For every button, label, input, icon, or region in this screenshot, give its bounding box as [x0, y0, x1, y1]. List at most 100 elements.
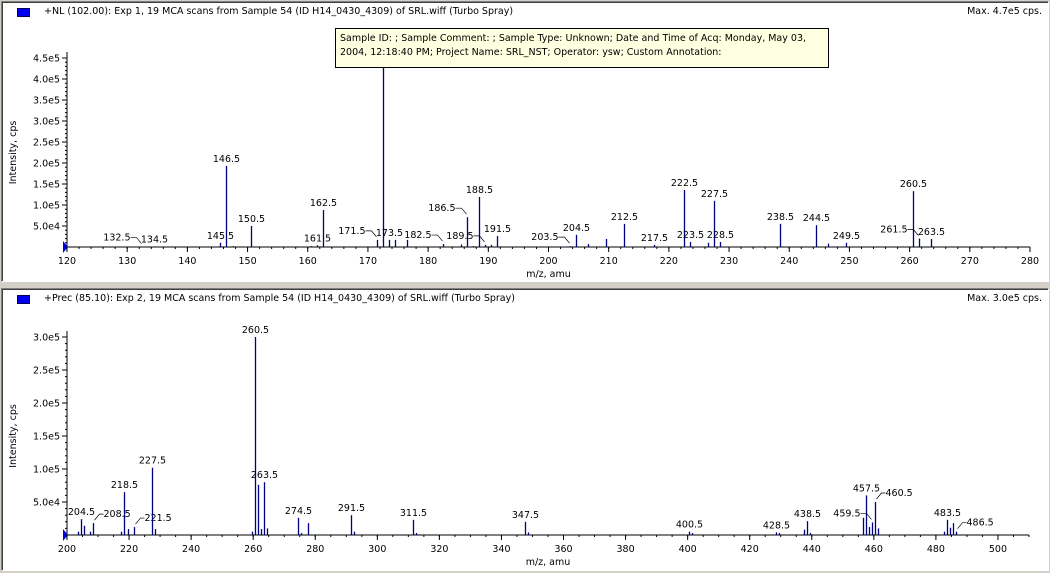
- label-leader: [907, 229, 919, 236]
- x-tick-label: 440: [803, 544, 821, 555]
- y-tick-label: 1.5e5: [33, 180, 60, 191]
- x-tick-label: 260: [244, 544, 262, 555]
- label-leader: [135, 517, 145, 525]
- x-tick-label: 200: [58, 544, 76, 555]
- label-leader: [365, 230, 377, 238]
- y-tick-label: 4.0e5: [33, 75, 60, 86]
- peak-label: 145.5: [207, 231, 234, 242]
- x-tick-label: 460: [865, 544, 883, 555]
- spectrum-panel-nl[interactable]: +NL (102.00): Exp 1, 19 MCA scans from S…: [1, 1, 1049, 282]
- y-tick-label: 3.0e5: [33, 333, 60, 344]
- x-tick-label: 150: [238, 256, 256, 267]
- peak-label: 161.5: [304, 233, 331, 244]
- y-tick-label: 1.5e5: [33, 432, 60, 443]
- peak-label: 291.5: [338, 503, 365, 514]
- x-tick-label: 500: [989, 544, 1007, 555]
- y-tick-label: 5.0e4: [33, 222, 60, 233]
- peak-label: 217.5: [641, 233, 668, 244]
- peak-label: 483.5: [934, 508, 961, 519]
- x-tick-label: 180: [419, 256, 437, 267]
- peak-label: 260.5: [242, 325, 269, 336]
- y-tick-label: 1.0e5: [33, 201, 60, 212]
- peak-label: 274.5: [285, 506, 312, 517]
- y-tick-label: 3.5e5: [33, 96, 60, 107]
- peak-label: 486.5: [967, 518, 994, 529]
- tooltip-line-1: Sample ID: ; Sample Comment: ; Sample Ty…: [340, 33, 807, 44]
- x-tick-label: 340: [492, 544, 510, 555]
- peak-label: 204.5: [68, 507, 95, 518]
- label-leader: [860, 513, 872, 520]
- panel-title: +Prec (85.10): Exp 2, 19 MCA scans from …: [44, 293, 515, 304]
- peak-label: 186.5: [428, 203, 455, 214]
- y-tick-label: 2.5e5: [33, 138, 60, 149]
- peak-label: 191.5: [484, 224, 511, 235]
- label-leader: [957, 522, 967, 529]
- max-intensity-label: Max. 4.7e5 cps.: [967, 6, 1042, 17]
- x-tick-label: 220: [120, 544, 138, 555]
- x-tick-label: 280: [1021, 256, 1039, 267]
- peak-label: 162.5: [310, 198, 337, 209]
- peak-label: 428.5: [763, 520, 790, 531]
- x-tick-label: 240: [780, 256, 798, 267]
- x-tick-label: 130: [118, 256, 136, 267]
- peak-label: 189.5: [446, 231, 473, 242]
- blue-square-legend-icon: [17, 8, 30, 17]
- peak-label: 460.5: [886, 488, 913, 499]
- y-tick-label: 2.5e5: [33, 366, 60, 377]
- x-tick-label: 160: [299, 256, 317, 267]
- peak-label: 223.5: [677, 230, 704, 241]
- peak-label: 204.5: [563, 223, 590, 234]
- x-tick-label: 260: [901, 256, 919, 267]
- peak-label: 221.5: [145, 513, 172, 524]
- x-tick-label: 210: [600, 256, 618, 267]
- peak-label: 218.5: [111, 480, 138, 491]
- x-tick-label: 190: [479, 256, 497, 267]
- x-tick-label: 380: [617, 544, 635, 555]
- peak-label: 146.5: [213, 154, 240, 165]
- label-leader: [130, 237, 142, 244]
- label-leader: [94, 513, 104, 521]
- x-tick-label: 140: [178, 256, 196, 267]
- peak-label: 238.5: [767, 212, 794, 223]
- peak-label: 347.5: [512, 510, 539, 521]
- x-tick-label: 120: [58, 256, 76, 267]
- x-tick-label: 320: [430, 544, 448, 555]
- x-tick-label: 230: [720, 256, 738, 267]
- y-tick-label: 5.0e4: [33, 498, 60, 509]
- peak-label: 171.5: [338, 226, 365, 237]
- x-tick-label: 300: [368, 544, 386, 555]
- peak-label: 134.5: [141, 235, 168, 246]
- x-tick-label: 220: [660, 256, 678, 267]
- peak-label: 260.5: [900, 179, 927, 190]
- y-tick-label: 3.0e5: [33, 117, 60, 128]
- x-axis-label: m/z, amu: [526, 269, 571, 280]
- label-leader: [876, 492, 886, 500]
- sample-info-tooltip: Sample ID: ; Sample Comment: ; Sample Ty…: [335, 28, 829, 68]
- peak-label: 261.5: [880, 225, 907, 236]
- x-tick-label: 420: [741, 544, 759, 555]
- peak-label: 208.5: [104, 509, 131, 520]
- peak-label: 400.5: [676, 520, 703, 531]
- peak-label: 459.5: [833, 508, 860, 519]
- spectrum-panel-prec[interactable]: +Prec (85.10): Exp 2, 19 MCA scans from …: [1, 288, 1049, 571]
- peak-label: 228.5: [707, 230, 734, 241]
- x-axis-label: m/z, amu: [526, 557, 571, 568]
- peak-label: 188.5: [466, 185, 493, 196]
- spectrum-plot[interactable]: 200 220 240 260 280 300 320 340 360 380 400 420 440 4…: [2, 289, 1048, 570]
- x-tick-label: 170: [359, 256, 377, 267]
- y-tick-label: 2.0e5: [33, 399, 60, 410]
- peak-label: 173.5: [376, 228, 403, 239]
- peak-label: 227.5: [701, 189, 728, 200]
- x-tick-label: 400: [679, 544, 697, 555]
- x-tick-label: 250: [840, 256, 858, 267]
- x-tick-label: 280: [306, 544, 324, 555]
- peak-label: 311.5: [400, 508, 427, 519]
- peak-label: 222.5: [671, 178, 698, 189]
- spectrum-plot[interactable]: 120 130 140 150 160 170 180 190 200 210 220 230 240 2…: [2, 2, 1048, 281]
- y-tick-label: 2.0e5: [33, 159, 60, 170]
- peak-label: 438.5: [794, 509, 821, 520]
- x-tick-label: 360: [554, 544, 572, 555]
- tooltip-line-2: 2004, 12:18:40 PM; Project Name: SRL_NST…: [340, 47, 722, 58]
- y-tick-label: 1.0e5: [33, 465, 60, 476]
- peak-label: 132.5: [103, 233, 130, 244]
